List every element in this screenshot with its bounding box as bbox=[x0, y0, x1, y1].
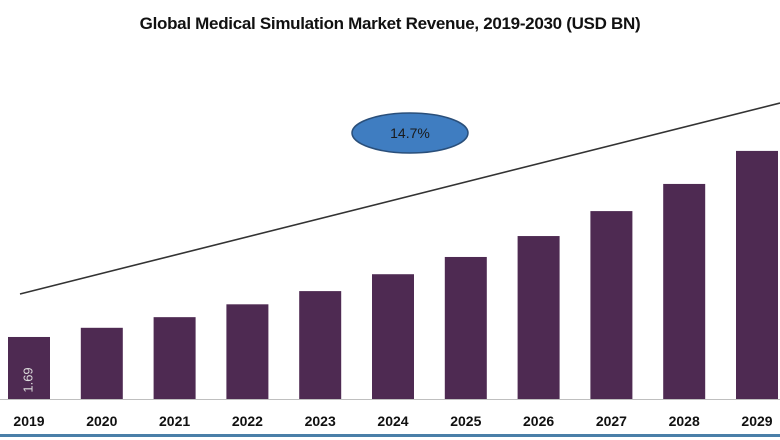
bar-2019 bbox=[8, 336, 50, 399]
x-tick-label: 2024 bbox=[377, 413, 408, 429]
x-tick-label: 2021 bbox=[159, 413, 190, 429]
trend-line bbox=[19, 102, 780, 295]
bar-2027 bbox=[590, 211, 633, 399]
data-label: 1.69 bbox=[20, 367, 35, 392]
x-tick-label: 2019 bbox=[13, 413, 44, 429]
x-tick-label: 2020 bbox=[86, 413, 117, 429]
bar-2022 bbox=[226, 304, 269, 399]
x-tick-label: 2025 bbox=[450, 413, 481, 429]
bar-2020 bbox=[80, 327, 123, 399]
bar-2028 bbox=[663, 183, 706, 399]
bar-2029 bbox=[736, 150, 778, 399]
x-tick-label: 2029 bbox=[741, 413, 772, 429]
chart-title: Global Medical Simulation Market Revenue… bbox=[139, 14, 641, 33]
cagr-ellipse bbox=[351, 112, 469, 154]
x-tick-label: 2028 bbox=[669, 413, 700, 429]
x-tick-label: 2026 bbox=[523, 413, 554, 429]
bottom-rule bbox=[0, 434, 780, 437]
cagr-label: 14.7% bbox=[390, 125, 430, 141]
x-tick-label: 2027 bbox=[596, 413, 627, 429]
bar-2024 bbox=[372, 274, 414, 399]
bar-2021 bbox=[153, 317, 196, 399]
bar-2023 bbox=[299, 291, 342, 399]
x-tick-label: 2022 bbox=[232, 413, 263, 429]
bar-2026 bbox=[517, 236, 560, 399]
bar-2025 bbox=[444, 256, 487, 399]
x-tick-label: 2023 bbox=[305, 413, 336, 429]
